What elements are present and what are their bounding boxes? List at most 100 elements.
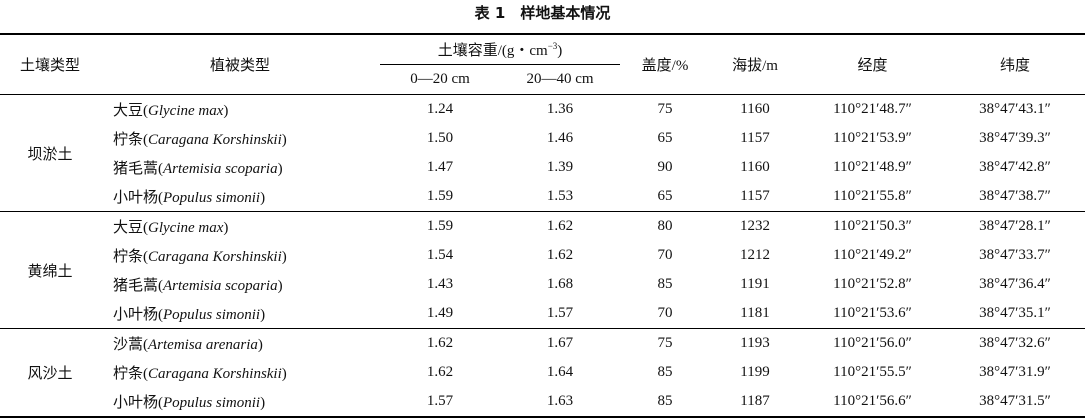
plant-cell: 小叶杨(Populus simonii) — [100, 182, 380, 212]
value-cell: 1.64 — [546, 364, 574, 380]
table-group: 黄绵土 大豆(Glycine max) 1.59 1.62 80 1232 110°21′5… — [0, 211, 1085, 329]
value-cell: 1.59 — [426, 188, 454, 204]
header-row: 土壤类型 植被类型 土壤容重/(g・cm−3) 盖度/% 海拔/m 经度 纬度 — [0, 34, 1085, 74]
value-cell: 110°21′49.2″ — [833, 247, 912, 263]
soil-type-cell: 黄绵土 — [27, 263, 73, 280]
value-cell: 1.50 — [426, 130, 454, 146]
header-cell: 0—20 cm — [380, 64, 500, 95]
plant-cell: 大豆(Glycine max) — [100, 95, 380, 125]
latin-name: Artemisia scoparia — [163, 161, 278, 177]
header-cell: 海拔/m — [732, 58, 778, 74]
plant-name: 猪毛蒿( — [113, 278, 163, 294]
value-cell: 1187 — [740, 393, 770, 409]
value-cell: 1.47 — [426, 159, 454, 175]
value-cell: 1.62 — [546, 247, 574, 263]
value-cell: 110°21′48.7″ — [833, 101, 912, 117]
latin-name: Populus simonii — [163, 395, 261, 411]
value-cell: 90 — [657, 159, 673, 175]
value-cell: 1.68 — [546, 276, 574, 292]
table-group: 坝淤土 大豆(Glycine max) 1.24 1.36 75 1160 110°21′4… — [0, 94, 1085, 212]
value-cell: 38°47′43.1″ — [979, 101, 1051, 117]
latin-name: Glycine max — [148, 220, 224, 236]
header-cell: 纬度 — [1000, 58, 1031, 74]
latin-name: Caragana Korshinskii — [148, 249, 282, 265]
table-row: 风沙土 沙蒿(Artemisa arenaria) 1.62 1.67 75 1193 11… — [0, 329, 1085, 382]
value-cell: 1.54 — [426, 247, 454, 263]
table-row: 猪毛蒿(Artemisia scoparia) 1.43 1.68 85 1191 110… — [0, 270, 1085, 299]
value-cell: 1.57 — [426, 393, 454, 409]
value-cell: 38°47′39.3″ — [979, 130, 1051, 146]
header-text: ) — [557, 43, 563, 59]
header-cell: 土壤类型 — [19, 58, 80, 74]
value-cell: 1.36 — [546, 101, 574, 117]
table-title: 表 1 样地基本情况 — [474, 4, 611, 22]
value-cell: 1.62 — [546, 218, 574, 234]
value-cell: 1157 — [740, 188, 770, 204]
value-cell: 38°47′35.1″ — [979, 305, 1051, 321]
plant-name: ) — [277, 278, 283, 294]
plant-name: 大豆( — [113, 103, 148, 119]
plant-name: 大豆( — [113, 220, 148, 236]
value-cell: 110°21′53.9″ — [833, 130, 912, 146]
plant-name: ) — [277, 161, 283, 177]
table-row: 柠条(Caragana Korshinskii) 1.62 1.64 85 1199 11… — [0, 358, 1085, 387]
header-cell: 盖度/% — [641, 58, 689, 74]
header-text: 土壤容重/(g・cm — [437, 43, 548, 59]
plant-cell: 小叶杨(Populus simonii) — [100, 387, 380, 417]
plant-cell: 柠条(Caragana Korshinskii) — [100, 241, 380, 270]
value-cell: 1193 — [740, 335, 770, 351]
plant-name: 沙蒿( — [113, 337, 148, 353]
value-cell: 38°47′36.4″ — [979, 276, 1051, 292]
value-cell: 1160 — [740, 101, 770, 117]
value-cell: 75 — [657, 101, 673, 117]
value-cell: 38°47′31.5″ — [979, 393, 1051, 409]
value-cell: 1199 — [740, 364, 770, 380]
value-cell: 38°47′38.7″ — [979, 188, 1051, 204]
table: 土壤类型 植被类型 土壤容重/(g・cm−3) 盖度/% 海拔/m 经度 纬度 … — [0, 33, 1085, 418]
header-cell: 植被类型 — [209, 58, 270, 74]
value-cell: 1.49 — [426, 305, 454, 321]
value-cell: 1157 — [740, 130, 770, 146]
value-cell: 75 — [657, 335, 673, 351]
plant-cell: 沙蒿(Artemisa arenaria) — [100, 329, 380, 359]
table-row: 小叶杨(Populus simonii) 1.57 1.63 85 1187 110°21… — [0, 387, 1085, 417]
plant-name: ) — [223, 220, 229, 236]
value-cell: 1.67 — [546, 335, 574, 351]
header-row: 0—20 cm 20—40 cm — [0, 64, 1085, 95]
latin-name: Glycine max — [148, 103, 224, 119]
value-cell: 1.62 — [426, 335, 454, 351]
value-cell: 1.53 — [546, 188, 574, 204]
value-cell: 110°21′56.6″ — [833, 393, 912, 409]
header-cell: 土壤容重/(g・cm−3) — [380, 34, 620, 65]
plant-name: 柠条( — [113, 132, 148, 148]
value-cell: 1.24 — [426, 101, 454, 117]
plant-cell: 猪毛蒿(Artemisia scoparia) — [100, 270, 380, 299]
value-cell: 110°21′52.8″ — [833, 276, 912, 292]
latin-name: Populus simonii — [163, 307, 261, 323]
value-cell: 110°21′53.6″ — [833, 305, 912, 321]
plant-name: ) — [260, 190, 266, 206]
value-cell: 1181 — [740, 305, 770, 321]
value-cell: 1.63 — [546, 393, 574, 409]
value-cell: 110°21′55.8″ — [833, 188, 912, 204]
table-row: 柠条(Caragana Korshinskii) 1.50 1.46 65 1157 11… — [0, 124, 1085, 153]
value-cell: 38°47′28.1″ — [979, 218, 1051, 234]
value-cell: 1.59 — [426, 218, 454, 234]
value-cell: 1.46 — [546, 130, 574, 146]
table-row: 小叶杨(Populus simonii) 1.59 1.53 65 1157 110°21… — [0, 182, 1085, 212]
value-cell: 1191 — [740, 276, 770, 292]
value-cell: 85 — [657, 393, 673, 409]
value-cell: 65 — [657, 188, 673, 204]
value-cell: 38°47′33.7″ — [979, 247, 1051, 263]
plant-cell: 柠条(Caragana Korshinskii) — [100, 124, 380, 153]
value-cell: 110°21′55.5″ — [833, 364, 912, 380]
value-cell: 38°47′42.8″ — [979, 159, 1051, 175]
plant-cell: 猪毛蒿(Artemisia scoparia) — [100, 153, 380, 182]
value-cell: 70 — [657, 247, 673, 263]
table-header: 土壤类型 植被类型 土壤容重/(g・cm−3) 盖度/% 海拔/m 经度 纬度 … — [0, 34, 1085, 95]
table-row: 坝淤土 大豆(Glycine max) 1.24 1.36 75 1160 110°21′4… — [0, 95, 1085, 163]
value-cell: 110°21′50.3″ — [833, 218, 912, 234]
plant-name: ) — [281, 366, 287, 382]
value-cell: 1.62 — [426, 364, 454, 380]
